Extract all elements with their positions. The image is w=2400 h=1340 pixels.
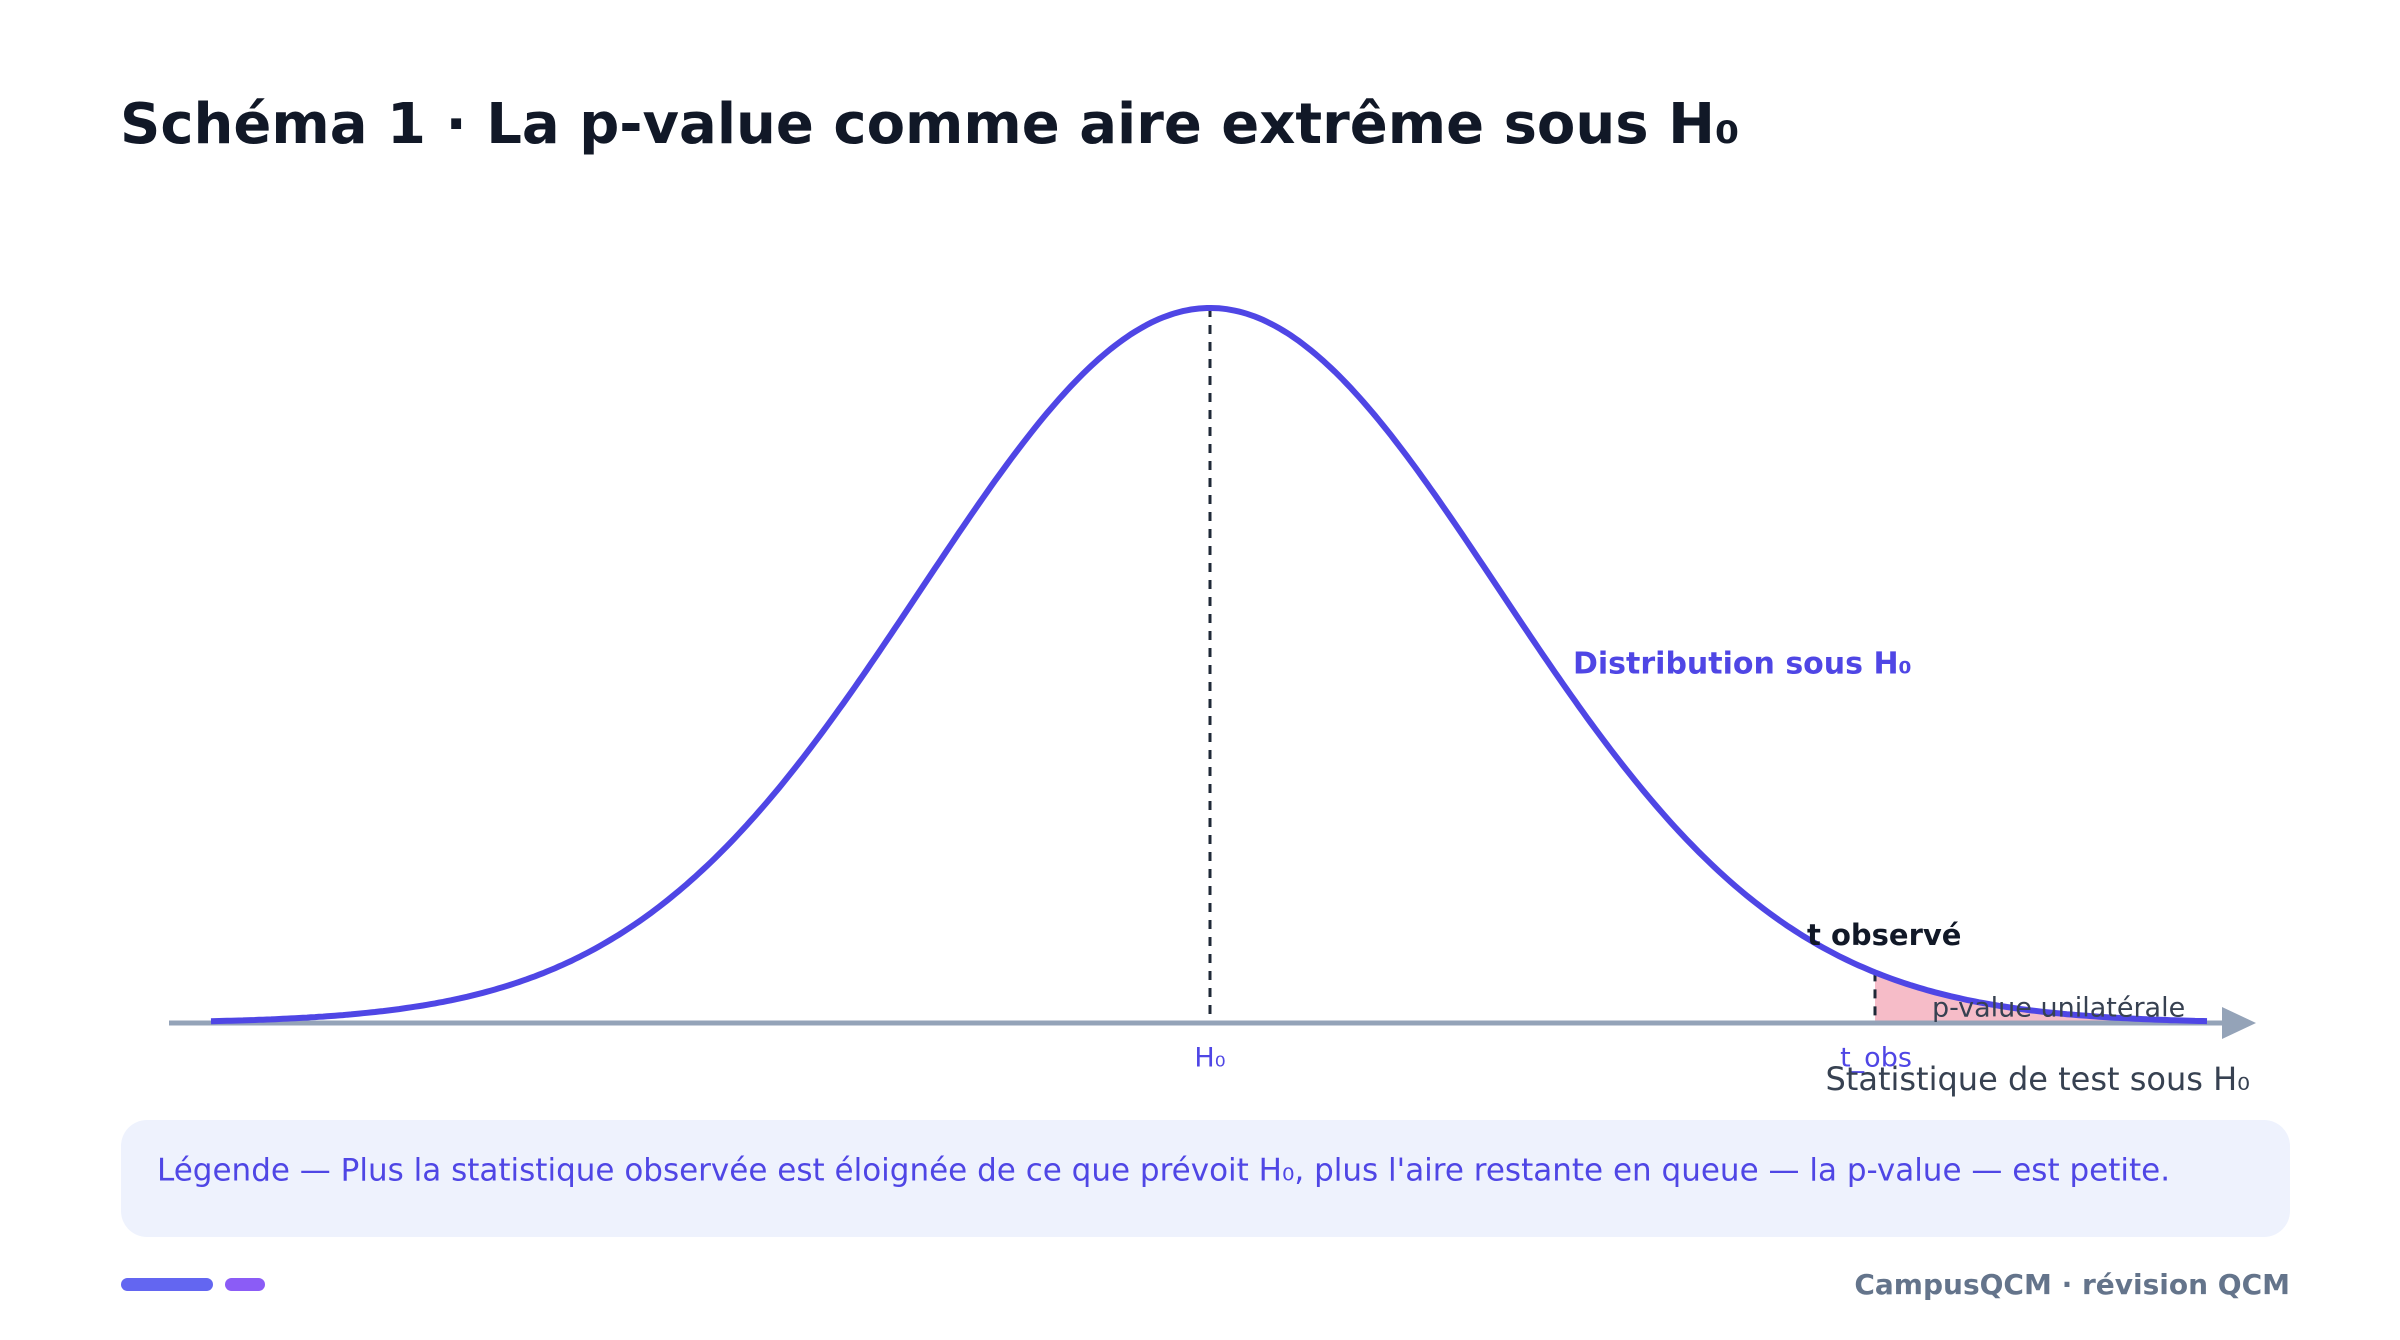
accent-pill	[225, 1278, 265, 1291]
observed-label: t observé	[1807, 918, 1961, 952]
axis-label: Statistique de test sous H₀	[1825, 1060, 2250, 1098]
legend-text: Légende — Plus la statistique observée e…	[157, 1153, 2170, 1189]
p-value-area	[1875, 972, 2210, 1023]
area-label: p-value unilatérale	[1932, 993, 2185, 1024]
center-tick: H₀	[1194, 1043, 1225, 1074]
accent-pill	[121, 1278, 213, 1291]
footer-brand: CampusQCM · révision QCM	[1854, 1268, 2290, 1301]
observed-tick: t_obs	[1840, 1043, 1912, 1074]
legend-box	[121, 1120, 2290, 1237]
density-curve	[210, 305, 2208, 1025]
axis-arrow	[2222, 1007, 2256, 1039]
title: Schéma 1 · La p-value comme aire extrême…	[120, 92, 1740, 157]
curve-label: Distribution sous H₀	[1573, 647, 1912, 682]
